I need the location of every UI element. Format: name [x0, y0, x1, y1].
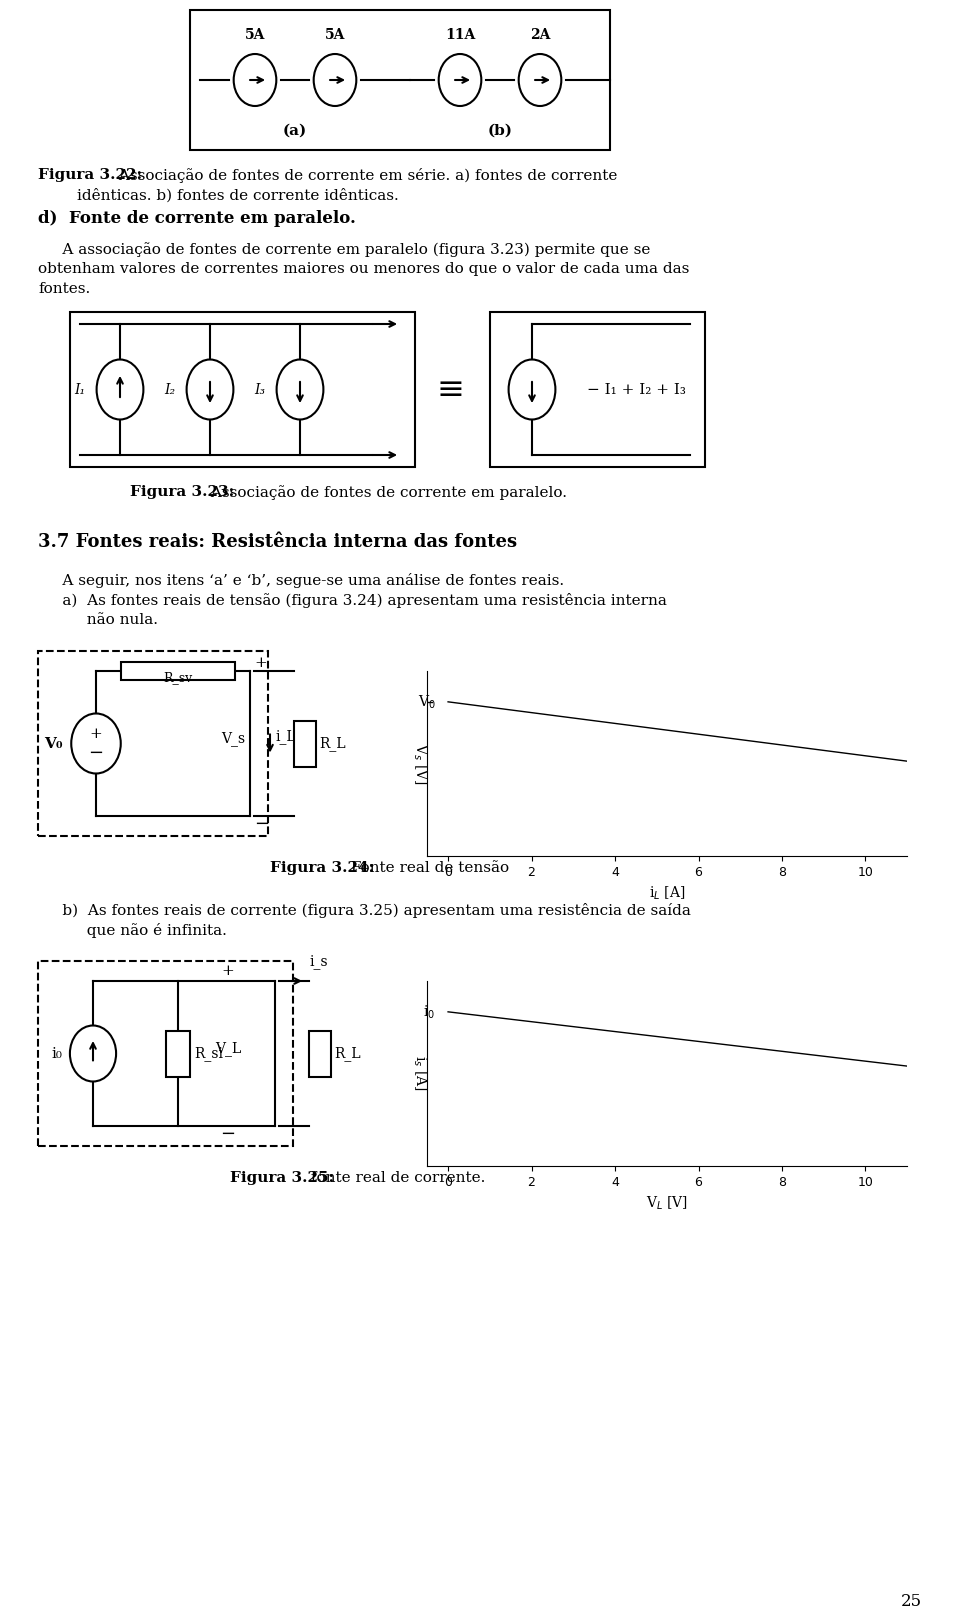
Text: R_si: R_si: [194, 1046, 223, 1060]
Text: 25: 25: [900, 1593, 922, 1610]
Text: V_s: V_s: [221, 731, 245, 746]
Ellipse shape: [518, 53, 562, 105]
Y-axis label: V$_s$ [V]: V$_s$ [V]: [411, 742, 428, 785]
Ellipse shape: [70, 1026, 116, 1081]
Text: V$_0$: V$_0$: [418, 694, 436, 710]
Text: V_L: V_L: [215, 1041, 241, 1055]
Text: (a): (a): [283, 123, 307, 138]
Text: +: +: [89, 728, 103, 741]
Text: Fonte real de tensão: Fonte real de tensão: [346, 861, 509, 875]
Text: i$_0$: i$_0$: [423, 1003, 436, 1021]
Text: A associação de fontes de corrente em paralelo (figura 3.23) permite que se: A associação de fontes de corrente em pa…: [38, 242, 650, 256]
Y-axis label: i$_s$ [A]: i$_s$ [A]: [411, 1055, 428, 1091]
Text: b)  As fontes reais de corrente (figura 3.25) apresentam uma resistência de saíd: b) As fontes reais de corrente (figura 3…: [38, 903, 691, 917]
Ellipse shape: [97, 360, 143, 420]
Text: Associação de fontes de corrente em série. a) fontes de corrente: Associação de fontes de corrente em séri…: [114, 169, 617, 183]
Text: Figura 3.25:: Figura 3.25:: [230, 1170, 334, 1185]
Text: Figura 3.22:: Figura 3.22:: [38, 169, 142, 182]
Text: fonte real de corrente.: fonte real de corrente.: [306, 1170, 486, 1185]
Text: (b): (b): [488, 123, 513, 138]
X-axis label: i$_L$ [A]: i$_L$ [A]: [649, 885, 685, 901]
Text: V₀: V₀: [44, 736, 63, 751]
Text: a)  As fontes reais de tensão (figura 3.24) apresentam uma resistência interna: a) As fontes reais de tensão (figura 3.2…: [38, 593, 667, 608]
Text: não nula.: não nula.: [38, 613, 158, 627]
Text: 3.7 Fontes reais: Resistência interna das fontes: 3.7 Fontes reais: Resistência interna da…: [38, 533, 517, 551]
Text: 2A: 2A: [530, 28, 550, 42]
Text: A seguir, nos itens ‘a’ e ‘b’, segue-se uma análise de fontes reais.: A seguir, nos itens ‘a’ e ‘b’, segue-se …: [38, 572, 564, 588]
Text: R_L: R_L: [319, 736, 346, 751]
Text: −: −: [221, 1125, 235, 1143]
Bar: [309, 1031, 331, 1076]
Text: obtenham valores de correntes maiores ou menores do que o valor de cada uma das: obtenham valores de correntes maiores ou…: [38, 263, 689, 276]
Text: i₀: i₀: [51, 1047, 62, 1060]
Bar: [166, 1031, 190, 1076]
Text: 5A: 5A: [324, 28, 346, 42]
Text: 5A: 5A: [245, 28, 265, 42]
Bar: [38, 961, 293, 1146]
Text: Figura 3.24:: Figura 3.24:: [270, 861, 374, 875]
Text: i_s: i_s: [309, 955, 327, 969]
Text: R_L: R_L: [334, 1046, 361, 1060]
Ellipse shape: [71, 713, 121, 773]
Ellipse shape: [439, 53, 481, 105]
Text: I₃: I₃: [253, 383, 265, 397]
Text: 11A: 11A: [444, 28, 475, 42]
Text: i_L: i_L: [275, 729, 296, 744]
Text: +: +: [254, 657, 267, 669]
Bar: [121, 661, 235, 679]
Text: −: −: [88, 744, 104, 762]
Text: Figura 3.23:: Figura 3.23:: [130, 485, 234, 499]
Text: I₁: I₁: [74, 383, 85, 397]
Text: fontes.: fontes.: [38, 282, 90, 297]
Text: I₂: I₂: [164, 383, 175, 397]
Text: − I₁ + I₂ + I₃: − I₁ + I₂ + I₃: [587, 383, 685, 397]
Ellipse shape: [509, 360, 556, 420]
Ellipse shape: [233, 53, 276, 105]
Bar: [294, 720, 316, 767]
Text: −: −: [254, 815, 269, 833]
Text: R_sv: R_sv: [163, 671, 193, 684]
Bar: [38, 652, 268, 836]
X-axis label: V$_L$ [V]: V$_L$ [V]: [646, 1195, 688, 1211]
Bar: [70, 311, 415, 467]
Text: idênticas. b) fontes de corrente idênticas.: idênticas. b) fontes de corrente idêntic…: [38, 188, 398, 203]
Ellipse shape: [186, 360, 233, 420]
Text: ≡: ≡: [436, 373, 464, 405]
Text: Associação de fontes de corrente em paralelo.: Associação de fontes de corrente em para…: [206, 485, 567, 499]
Ellipse shape: [276, 360, 324, 420]
Text: que não é infinita.: que não é infinita.: [38, 922, 227, 939]
Text: d)  Fonte de corrente em paralelo.: d) Fonte de corrente em paralelo.: [38, 211, 356, 227]
Text: +: +: [222, 964, 234, 977]
Bar: [490, 311, 705, 467]
Bar: [190, 10, 610, 151]
Ellipse shape: [314, 53, 356, 105]
